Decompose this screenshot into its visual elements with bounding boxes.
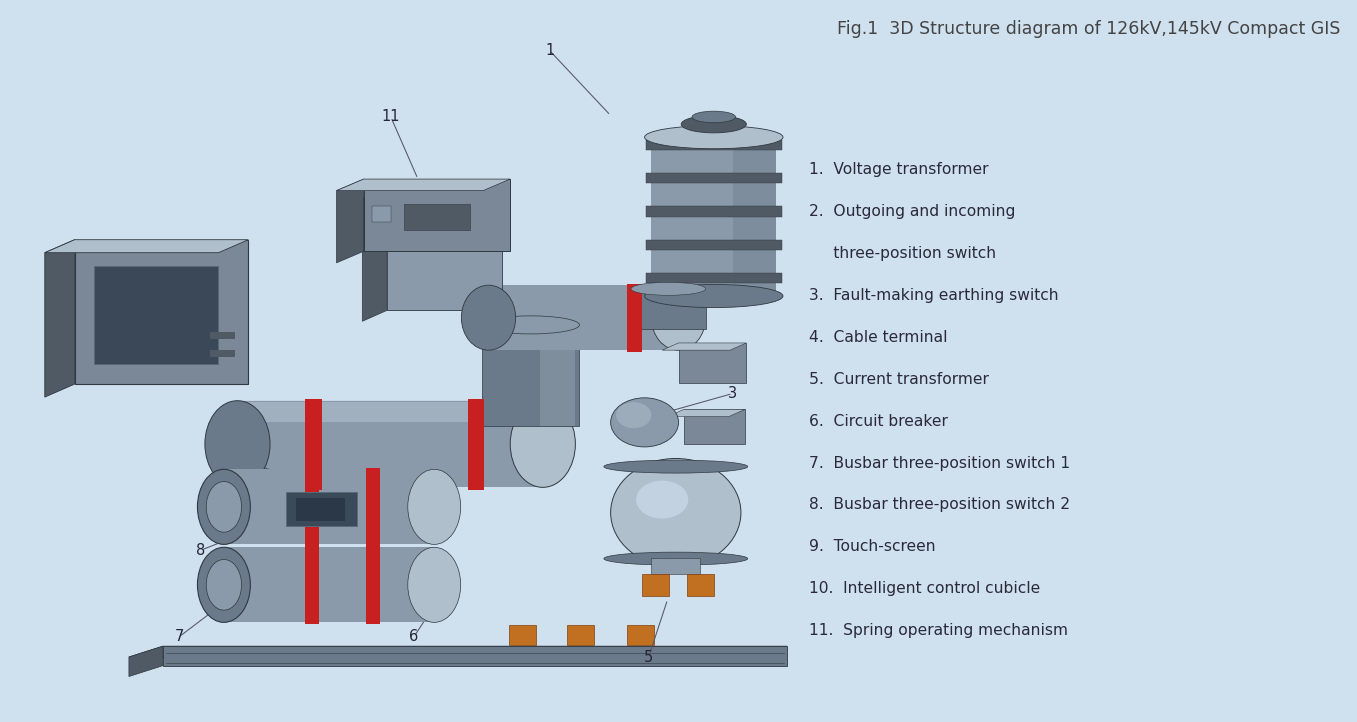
Polygon shape <box>362 188 502 199</box>
Polygon shape <box>337 179 364 263</box>
Text: 4: 4 <box>722 491 730 505</box>
Bar <box>627 625 654 645</box>
Bar <box>296 498 345 521</box>
Bar <box>627 284 642 352</box>
Bar <box>687 574 714 596</box>
Text: 10: 10 <box>137 360 156 374</box>
Bar <box>651 137 776 296</box>
Text: 3.  Fault-making earthing switch: 3. Fault-making earthing switch <box>809 288 1058 303</box>
Text: 2: 2 <box>729 289 737 303</box>
Bar <box>509 625 536 645</box>
Text: 9.  Touch-screen: 9. Touch-screen <box>809 539 935 554</box>
Bar <box>646 206 782 217</box>
Bar <box>684 409 745 444</box>
Bar <box>678 343 746 383</box>
Text: three-position switch: three-position switch <box>809 246 996 261</box>
Ellipse shape <box>510 401 575 487</box>
Ellipse shape <box>616 402 651 428</box>
Bar <box>567 625 594 645</box>
Ellipse shape <box>461 285 516 350</box>
Ellipse shape <box>651 285 706 350</box>
Bar <box>733 137 776 296</box>
Text: 3: 3 <box>729 386 737 401</box>
Polygon shape <box>337 179 510 191</box>
Text: 9: 9 <box>224 449 232 464</box>
Ellipse shape <box>611 398 678 447</box>
Ellipse shape <box>205 401 270 487</box>
Polygon shape <box>362 188 387 321</box>
Ellipse shape <box>631 282 706 295</box>
Ellipse shape <box>645 126 783 149</box>
Ellipse shape <box>681 116 746 133</box>
Bar <box>305 468 319 546</box>
Bar <box>305 546 319 624</box>
Bar <box>404 204 470 230</box>
Text: 6: 6 <box>410 630 418 644</box>
Text: 8: 8 <box>197 543 205 557</box>
Ellipse shape <box>198 547 250 622</box>
Bar <box>366 468 380 546</box>
Bar <box>94 266 218 364</box>
Bar <box>651 558 700 574</box>
Text: 11.  Spring operating mechanism: 11. Spring operating mechanism <box>809 623 1068 638</box>
Bar <box>210 350 235 357</box>
Ellipse shape <box>604 552 748 565</box>
Bar <box>646 140 782 150</box>
Ellipse shape <box>482 316 579 334</box>
Bar <box>482 325 579 426</box>
Bar <box>224 469 434 544</box>
Text: 4.  Cable terminal: 4. Cable terminal <box>809 330 947 345</box>
Bar <box>646 273 782 283</box>
Bar <box>468 399 484 490</box>
Bar <box>75 240 248 384</box>
Polygon shape <box>668 409 745 417</box>
Text: 5.  Current transformer: 5. Current transformer <box>809 372 989 387</box>
Ellipse shape <box>407 547 461 622</box>
Text: 7: 7 <box>175 630 183 644</box>
Bar <box>163 646 787 666</box>
Bar <box>646 173 782 183</box>
Text: 11: 11 <box>381 110 400 124</box>
Text: 5: 5 <box>645 650 653 664</box>
Ellipse shape <box>206 560 242 610</box>
Text: 8.  Busbar three-position switch 2: 8. Busbar three-position switch 2 <box>809 497 1069 513</box>
Bar <box>224 547 434 622</box>
Text: 1: 1 <box>546 43 554 58</box>
Bar <box>305 399 322 490</box>
Bar <box>210 332 235 339</box>
Bar <box>364 179 510 251</box>
Ellipse shape <box>645 284 783 308</box>
Ellipse shape <box>611 458 741 567</box>
Polygon shape <box>129 646 787 657</box>
Ellipse shape <box>636 481 688 518</box>
Ellipse shape <box>407 469 461 544</box>
Polygon shape <box>237 401 567 406</box>
Text: 6.  Circuit breaker: 6. Circuit breaker <box>809 414 947 429</box>
FancyBboxPatch shape <box>286 492 357 526</box>
Polygon shape <box>45 240 248 253</box>
Ellipse shape <box>604 460 748 473</box>
Ellipse shape <box>692 111 735 123</box>
Polygon shape <box>45 240 75 397</box>
Text: 7.  Busbar three-position switch 1: 7. Busbar three-position switch 1 <box>809 456 1069 471</box>
Bar <box>372 206 391 222</box>
Bar <box>631 289 706 329</box>
Bar <box>237 402 543 422</box>
Text: 10.  Intelligent control cubicle: 10. Intelligent control cubicle <box>809 581 1039 596</box>
Ellipse shape <box>206 482 242 532</box>
Bar <box>366 546 380 624</box>
Ellipse shape <box>198 469 250 544</box>
Bar <box>642 574 669 596</box>
Bar <box>237 401 543 487</box>
Polygon shape <box>662 343 746 350</box>
Bar <box>387 188 502 310</box>
Text: 1.  Voltage transformer: 1. Voltage transformer <box>809 162 988 178</box>
Bar <box>646 240 782 250</box>
Bar <box>540 325 574 426</box>
Polygon shape <box>129 646 163 677</box>
Bar <box>489 285 678 350</box>
Text: 2.  Outgoing and incoming: 2. Outgoing and incoming <box>809 204 1015 219</box>
Text: Fig.1  3D Structure diagram of 126kV,145kV Compact GIS: Fig.1 3D Structure diagram of 126kV,145k… <box>837 20 1341 38</box>
